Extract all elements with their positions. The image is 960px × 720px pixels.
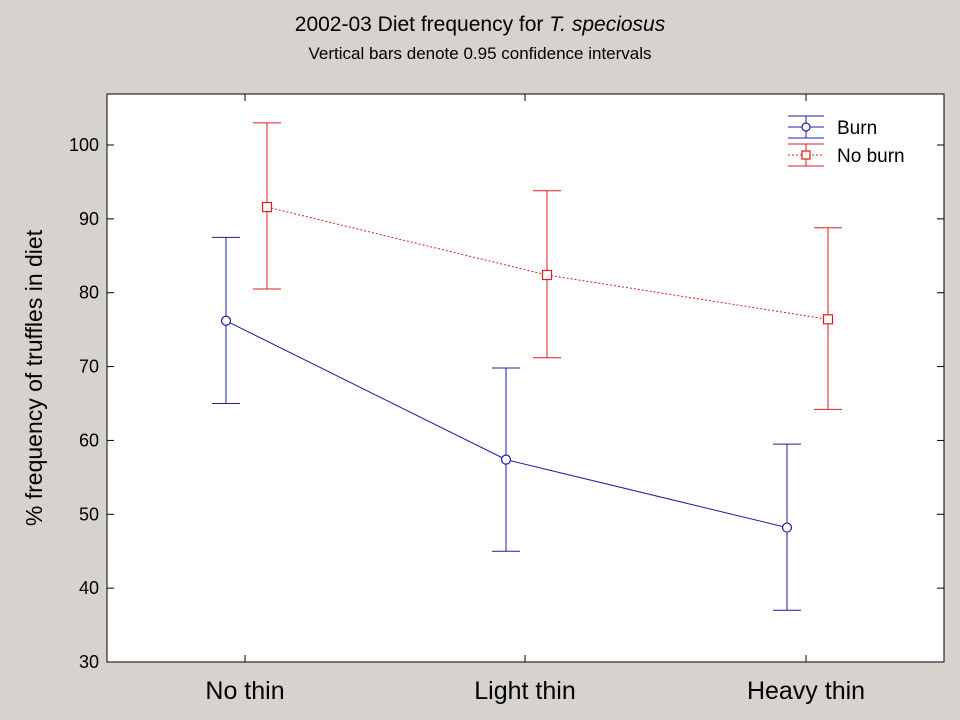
x-category-label-2: Heavy thin	[747, 677, 865, 705]
no-burn-point-0	[261, 201, 273, 213]
y-axis-title: % frequency of truffles in diet	[21, 229, 47, 526]
x-axis: No thin Light thin Heavy thin	[205, 94, 865, 705]
x-category-label-1: Light thin	[474, 677, 575, 705]
chart-title-species: T. speciosus	[549, 13, 666, 36]
legend-burn-marker	[801, 122, 811, 132]
series-layer	[212, 122, 842, 611]
chart-title-block: 2002-03 Diet frequency for T. speciosus …	[0, 12, 960, 66]
y-tick-label-30: 30	[79, 652, 99, 672]
no-burn-point-1	[541, 269, 553, 281]
no-burn-point-2	[822, 314, 834, 325]
y-axis: 30 40 50 60 70 80 90 100	[69, 135, 944, 672]
chart-title: 2002-03 Diet frequency for T. speciosus	[0, 12, 960, 38]
y-tick-label-60: 60	[79, 430, 99, 450]
y-tick-label-70: 70	[79, 357, 99, 377]
y-tick-label-80: 80	[79, 283, 99, 303]
legend-no-burn-marker	[801, 150, 811, 160]
chart-subtitle: Vertical bars denote 0.95 confidence int…	[308, 44, 652, 63]
legend: Burn No burn	[788, 115, 905, 167]
plot-area	[106, 93, 945, 663]
legend-burn-label: Burn	[837, 118, 877, 139]
y-tick-label-90: 90	[79, 209, 99, 229]
y-tick-label-40: 40	[79, 578, 99, 598]
burn-point-1	[500, 454, 512, 465]
x-category-label-0: No thin	[205, 677, 284, 705]
burn-point-0	[220, 315, 232, 326]
burn-point-2	[781, 522, 793, 533]
chart-title-prefix: 2002-03 Diet frequency for	[294, 13, 544, 36]
legend-no-burn-label: No burn	[837, 146, 905, 167]
y-tick-label-50: 50	[79, 504, 99, 524]
y-tick-label-100: 100	[69, 135, 99, 155]
